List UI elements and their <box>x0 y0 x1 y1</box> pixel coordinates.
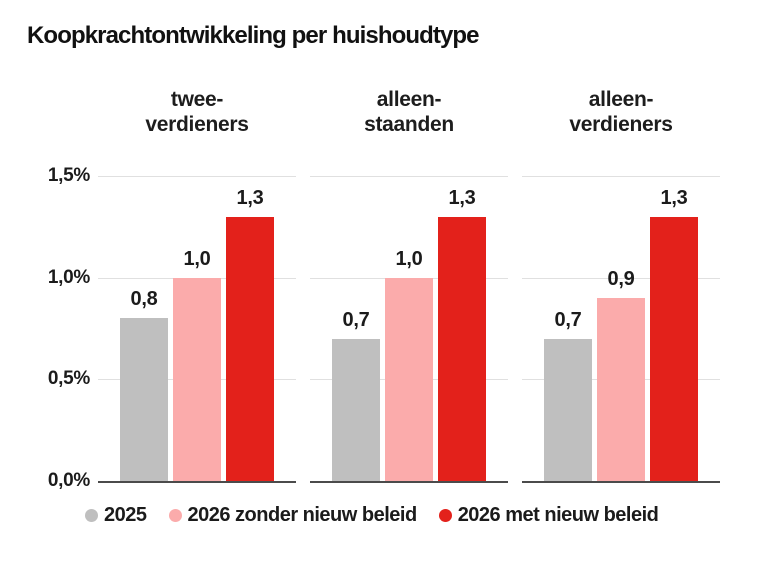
legend-dot-icon <box>168 509 182 522</box>
bar-value-label: 1,0 <box>395 247 423 270</box>
bar: 1,0 <box>385 176 433 481</box>
bar: 0,7 <box>544 176 592 481</box>
legend-dot-icon <box>85 509 98 522</box>
bar-value-label: 0,8 <box>130 288 158 311</box>
category-header-line: verdieners <box>145 113 249 136</box>
chart-title: Koopkrachtontwikkeling per huishoudtype <box>27 22 480 49</box>
bar: 1,3 <box>438 176 486 481</box>
bar: 0,9 <box>597 176 645 481</box>
y-axis-tick: 1,5% <box>47 165 90 186</box>
category-header-line: alleen- <box>588 88 654 111</box>
gridline <box>98 176 296 177</box>
gridline <box>522 277 720 279</box>
bar-rect <box>332 338 380 481</box>
bar-value-label: 0,7 <box>554 308 582 331</box>
bar-value-label: 1,3 <box>236 186 264 209</box>
gridline <box>522 176 720 177</box>
bar-rect <box>173 277 221 481</box>
bar: 1,3 <box>650 176 698 481</box>
bar-value-label: 0,7 <box>342 308 370 331</box>
bar: 1,3 <box>226 176 274 481</box>
legend-dot-icon <box>438 509 452 522</box>
bar-rect <box>650 216 698 481</box>
legend-item: 2026 zonder nieuw beleid <box>168 504 418 527</box>
chart-panels: 0,8 1,0 1,3 0,7 1,0 1,3 0,7 0,9 1,3 <box>98 176 720 483</box>
legend-label: 2025 <box>104 504 147 526</box>
legend-label: 2026 zonder nieuw beleid <box>187 504 418 526</box>
category-headers: twee-verdieners alleen-staanden alleen-ver… <box>98 87 720 137</box>
category-header-line: twee- <box>170 88 224 111</box>
bar-value-label: 1,3 <box>660 186 688 209</box>
category-header-line: alleen- <box>376 88 442 111</box>
chart-panel: 0,8 1,0 1,3 <box>98 176 296 483</box>
category-header: twee-verdieners <box>98 87 296 137</box>
bar-rect <box>544 338 592 481</box>
legend-item: 2026 met nieuw beleid <box>438 504 659 527</box>
bar-rect <box>438 216 486 481</box>
bar: 0,7 <box>332 176 380 481</box>
legend-label: 2026 met nieuw beleid <box>457 504 659 526</box>
bar-value-label: 0,9 <box>607 268 635 290</box>
chart-legend: 2025 2026 zonder nieuw beleid 2026 met nie… <box>85 504 659 527</box>
gridline <box>310 176 508 177</box>
bar-rect <box>385 277 433 481</box>
chart-panel: 0,7 1,0 1,3 <box>310 176 508 483</box>
bar-group: 0,8 1,0 1,3 <box>98 176 296 481</box>
legend-item: 2025 <box>85 504 147 527</box>
y-axis-tick: 0,0% <box>47 470 90 491</box>
category-header: alleen-verdieners <box>522 87 720 137</box>
bar-rect <box>226 216 274 481</box>
chart-panel: 0,7 0,9 1,3 <box>522 176 720 483</box>
category-header-line: staanden <box>364 113 454 136</box>
bar-value-label: 1,3 <box>448 186 476 209</box>
category-header-line: verdieners <box>569 113 673 136</box>
category-header: alleen-staanden <box>310 87 508 137</box>
bar: 0,8 <box>120 176 168 481</box>
bar-group: 0,7 0,9 1,3 <box>522 176 720 481</box>
y-axis-tick: 0,5% <box>47 368 90 390</box>
y-axis-tick: 1,0% <box>47 266 90 288</box>
bar: 1,0 <box>173 176 221 481</box>
bar-group: 0,7 1,0 1,3 <box>310 176 508 481</box>
bar-rect <box>597 298 645 481</box>
bar-rect <box>120 318 168 481</box>
bar-value-label: 1,0 <box>183 247 211 270</box>
